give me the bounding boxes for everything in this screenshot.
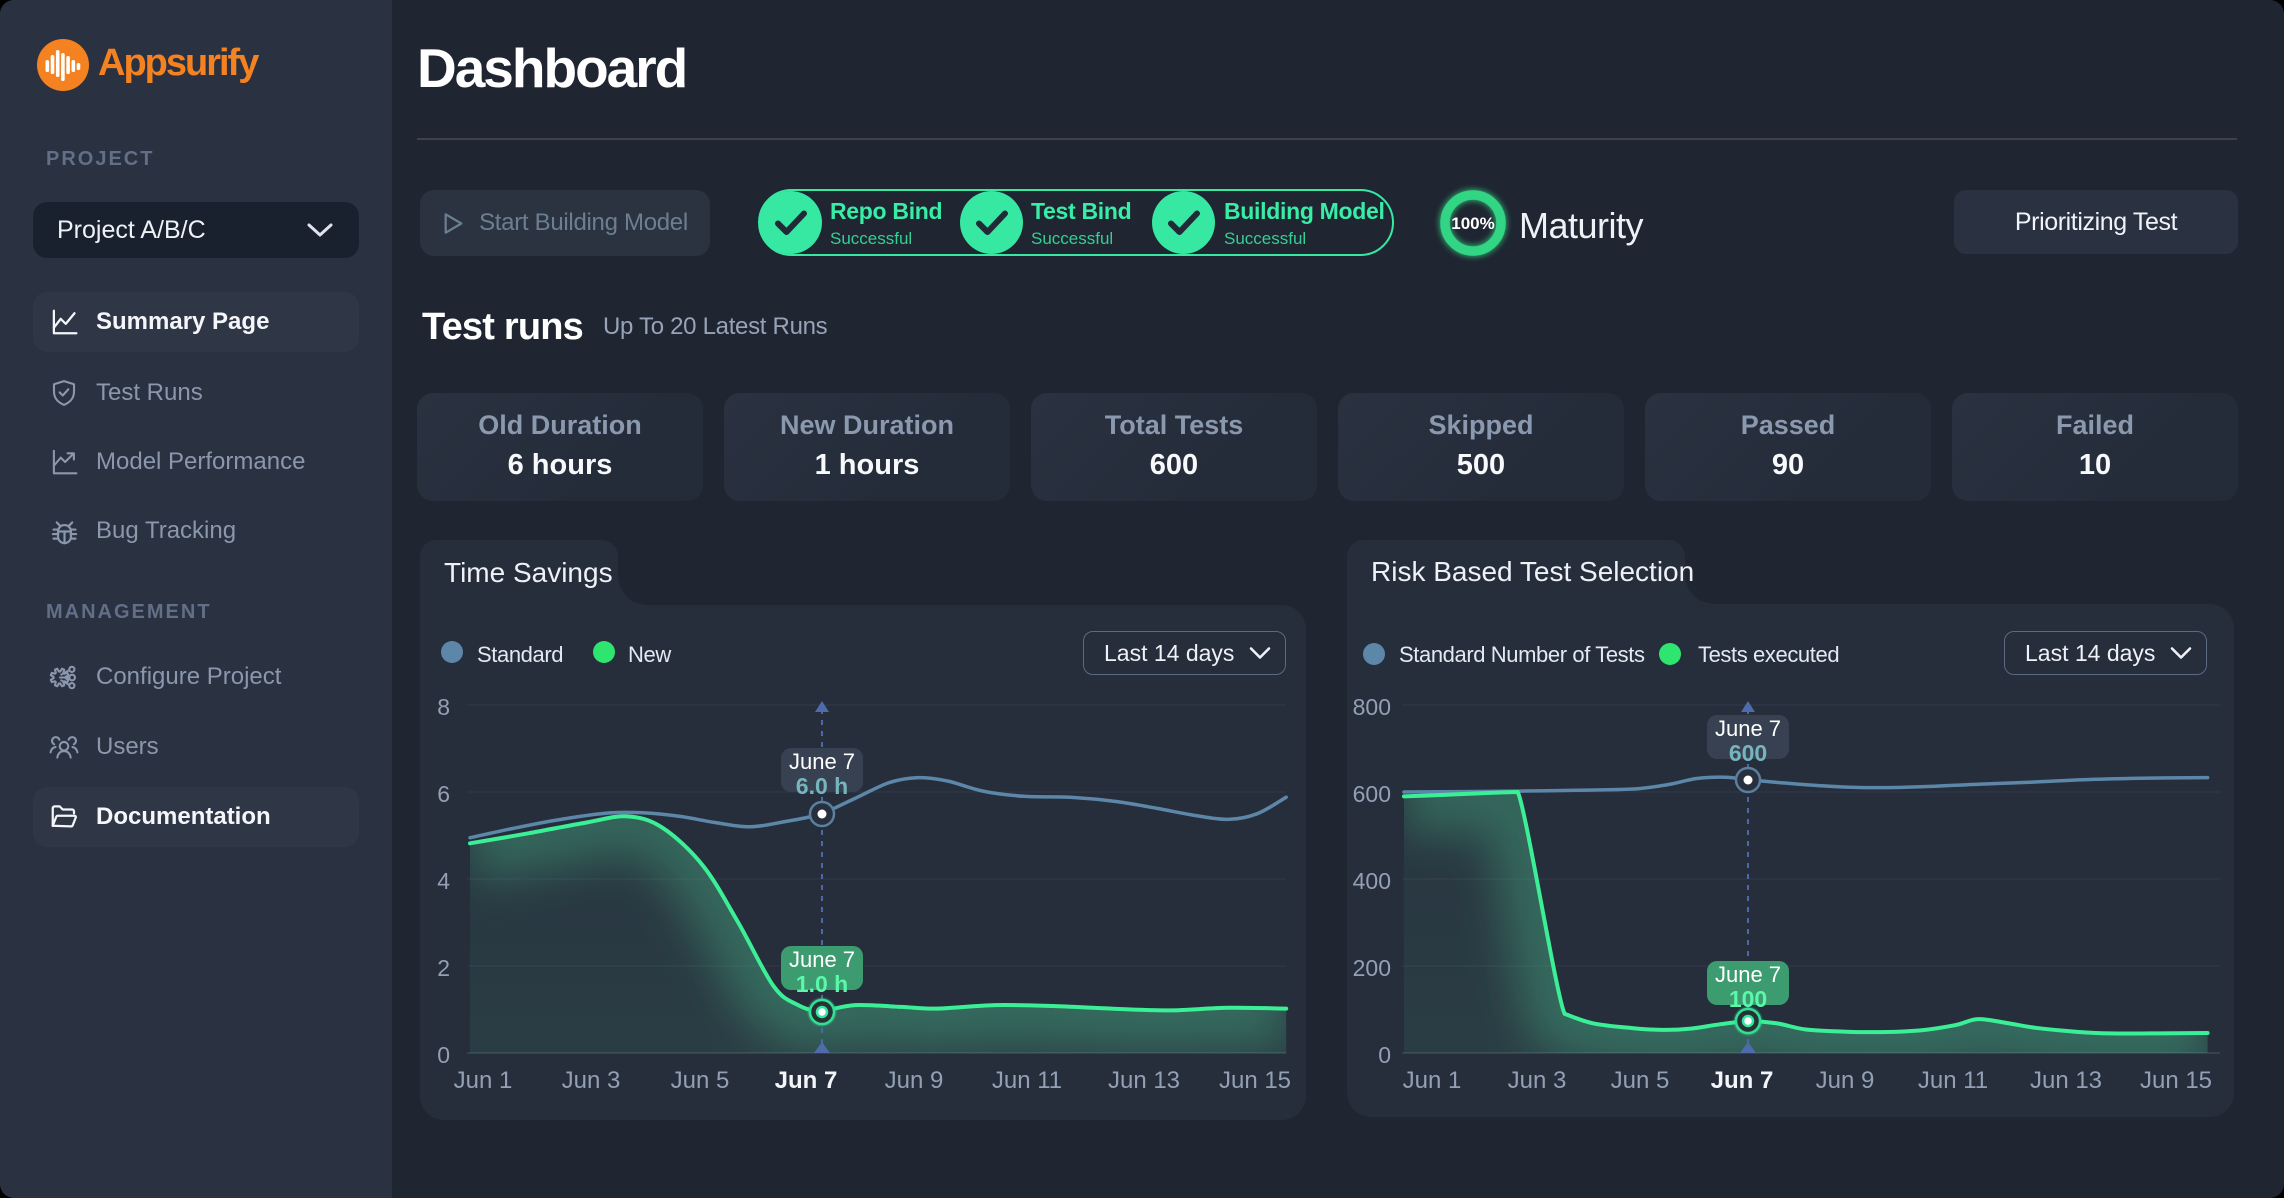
svg-text:100%: 100% [1451,214,1494,233]
